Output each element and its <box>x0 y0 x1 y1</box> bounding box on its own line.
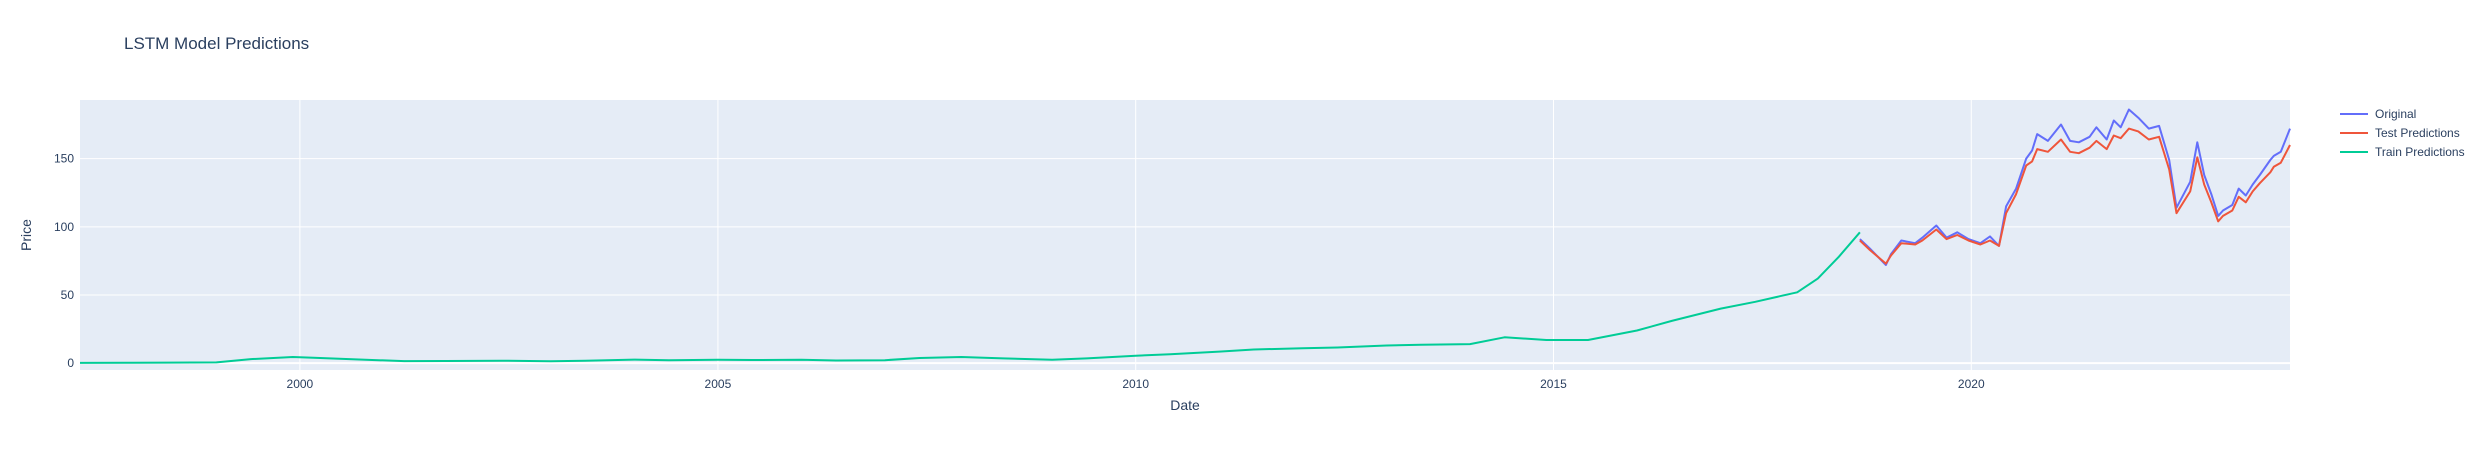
x-axis-title: Date <box>1170 397 1200 413</box>
y-tick-label: 150 <box>54 152 74 166</box>
legend-label-train-predictions: Train Predictions <box>2375 145 2465 159</box>
x-axis-ticks: 2000 2005 2010 2015 2020 <box>287 377 1985 391</box>
chart-title: LSTM Model Predictions <box>124 34 309 53</box>
y-tick-label: 0 <box>67 356 74 370</box>
x-tick-label: 2020 <box>1958 377 1985 391</box>
x-tick-label: 2000 <box>287 377 314 391</box>
plot-area-background <box>80 100 2290 370</box>
x-tick-label: 2010 <box>1122 377 1149 391</box>
y-axis-ticks: 0 50 100 150 <box>54 152 74 371</box>
y-axis-title: Price <box>18 219 34 251</box>
y-tick-label: 50 <box>61 288 75 302</box>
grid-lines <box>80 100 2290 370</box>
legend: Original Test Predictions Train Prediction… <box>2340 107 2465 159</box>
legend-label-test-predictions: Test Predictions <box>2375 126 2460 140</box>
y-tick-label: 100 <box>54 220 74 234</box>
x-tick-label: 2015 <box>1540 377 1567 391</box>
series-line-original <box>1859 108 2291 266</box>
series-line-test-predictions <box>1859 127 2291 265</box>
series-lines <box>79 108 2291 364</box>
legend-label-original: Original <box>2375 107 2416 121</box>
series-line-train-predictions <box>79 231 1861 364</box>
x-tick-label: 2005 <box>705 377 732 391</box>
